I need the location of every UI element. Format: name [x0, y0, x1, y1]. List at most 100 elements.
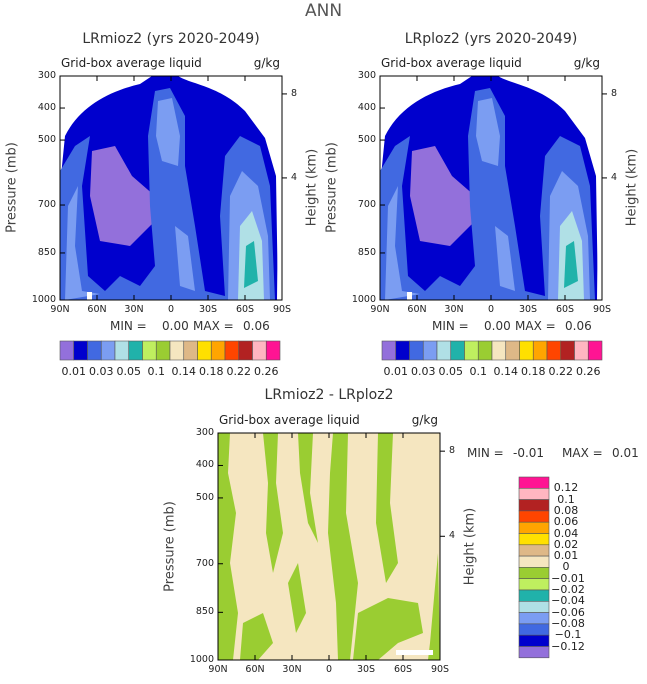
pressure-tick-label: 1000	[189, 654, 214, 665]
colorbar-box	[518, 634, 550, 647]
colorbar-box	[265, 340, 281, 361]
colorbar-label: 0.14	[171, 365, 197, 378]
max-value: 0.06	[565, 319, 592, 333]
x-tick-label: 30S	[518, 304, 538, 315]
max-label: MAX =	[193, 319, 234, 333]
colorbar-box	[518, 476, 550, 489]
min-label: MIN =	[432, 319, 469, 333]
pressure-tick-label: 500	[195, 491, 214, 503]
height-tick-label: 4	[449, 530, 456, 542]
x-tick-label: 30S	[198, 304, 218, 315]
colorbar-label: 0.22	[548, 365, 574, 378]
y-axis-label: Pressure (mb)	[162, 500, 178, 592]
colorbar-box	[114, 340, 130, 361]
pressure-tick-label: 500	[357, 134, 376, 146]
y2-axis-label: Height (km)	[624, 148, 640, 227]
panel-subtitle: Grid-box average liquid	[219, 413, 360, 427]
pressure-tick-label: 700	[357, 199, 376, 211]
panel-subtitle: Grid-box average liquid	[61, 56, 202, 70]
colorbar-box	[238, 340, 253, 361]
colorbar-box	[197, 340, 212, 361]
colorbar-box	[518, 612, 550, 625]
colorbar-box	[252, 340, 267, 361]
pressure-tick-label: 850	[357, 246, 376, 258]
colorbar-label: 0.26	[254, 365, 279, 378]
pressure-tick-label: 1000	[351, 294, 376, 305]
pressure-tick-label: 400	[357, 102, 376, 114]
colorbar-label: 0.18	[199, 365, 224, 378]
colorbar-box	[59, 340, 75, 361]
contours	[380, 76, 602, 300]
pressure-tick-label: 400	[37, 102, 56, 114]
x-tick-label: 60N	[245, 664, 265, 675]
x-tick-label: 60S	[393, 664, 413, 675]
min-value: 0.00	[162, 319, 189, 333]
x-tick-label: 60N	[407, 304, 427, 315]
colorbar-box	[518, 646, 550, 659]
colorbar-label: −0.06	[551, 605, 585, 619]
colorbar-box	[574, 340, 589, 361]
colorbar-box	[464, 340, 479, 361]
colorbar-box	[87, 340, 102, 361]
x-tick-label: 90N	[370, 304, 390, 315]
figure-title: ANN	[305, 1, 343, 21]
colorbar-box	[519, 340, 534, 361]
colorbar-label: −0.02	[551, 583, 585, 596]
max-value: 0.06	[243, 319, 270, 333]
colorbar-label: 0.01	[61, 365, 87, 378]
pressure-tick-label: 400	[195, 459, 214, 471]
contour-region	[244, 241, 258, 288]
pressure-tick-label: 1000	[31, 294, 56, 305]
colorbar-label: 0.1	[469, 365, 488, 378]
colorbar-label: 0.01	[383, 365, 409, 378]
x-tick-label: 30N	[282, 664, 302, 675]
pressure-tick-label: 300	[37, 70, 56, 81]
colorbar-box	[518, 623, 550, 636]
panel-units: g/kg	[411, 413, 438, 427]
pressure-tick-label: 850	[37, 246, 56, 258]
colorbar-box	[169, 340, 185, 361]
height-tick-label: 8	[449, 445, 456, 457]
colorbar-label: −0.01	[551, 571, 585, 585]
colorbar-label: 0.02	[553, 537, 579, 551]
plot-area	[217, 432, 445, 661]
colorbar-box	[155, 340, 171, 361]
height-tick-label: 4	[291, 171, 298, 183]
colorbar-label: 0.05	[438, 365, 464, 378]
y2-axis-label: Height (km)	[304, 148, 320, 227]
colorbar-box	[518, 487, 550, 500]
min-label: MIN =	[467, 446, 504, 460]
pressure-tick-label: 700	[37, 199, 56, 211]
colorbar-box	[560, 340, 575, 361]
y-axis-label: Pressure (mb)	[324, 142, 340, 233]
height-tick-label: 4	[611, 171, 618, 183]
colorbar-box	[422, 340, 438, 361]
height-tick-label: 8	[611, 87, 618, 99]
colorbar-box	[518, 544, 550, 557]
colorbar-box	[518, 567, 550, 580]
pressure-tick-label: 300	[357, 70, 376, 81]
x-tick-label: 60S	[555, 304, 575, 315]
x-tick-label: 0	[325, 664, 333, 675]
max-label: MAX =	[515, 319, 556, 333]
colorbar-label: 0.06	[553, 515, 579, 529]
contour-region	[396, 650, 433, 655]
pressure-tick-label: 700	[195, 557, 214, 569]
colorbar-box	[436, 340, 452, 361]
contour-region	[60, 88, 275, 300]
contour-region	[380, 88, 595, 300]
colorbar-label: 0.05	[116, 365, 142, 378]
x-tick-label: 30N	[444, 304, 464, 315]
colorbar-box	[532, 340, 548, 361]
colorbar-label: −0.04	[551, 594, 585, 608]
colorbar-box	[477, 340, 493, 361]
x-tick-label: 90S	[272, 304, 292, 315]
panel-subtitle: Grid-box average liquid	[381, 56, 522, 70]
colorbar-box	[518, 578, 550, 591]
x-tick-label: 60S	[235, 304, 255, 315]
colorbar-label: 0.03	[89, 365, 114, 378]
min-value: 0.00	[484, 319, 511, 333]
colorbar-label: 0.04	[553, 526, 579, 540]
